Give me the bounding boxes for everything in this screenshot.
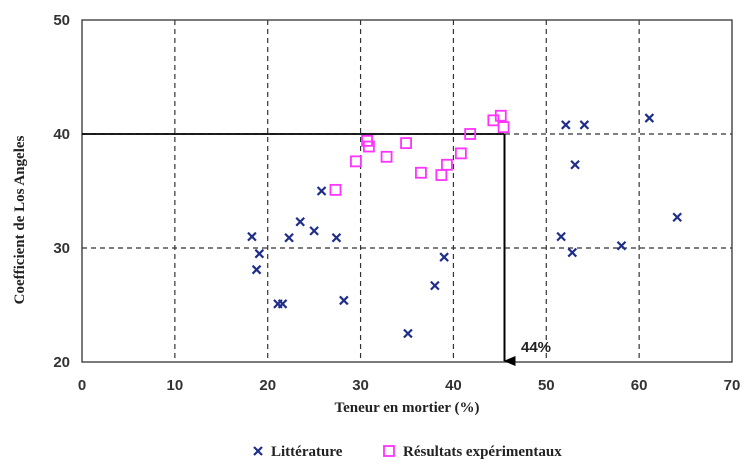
x-axis-label: Teneur en mortier (%) — [334, 400, 479, 416]
point-litterature-2 — [254, 248, 265, 259]
point-litterature-15 — [561, 120, 571, 130]
data-points — [247, 109, 682, 339]
point-experimental-5 — [400, 137, 412, 150]
point-experimental-8 — [441, 158, 453, 171]
point-litterature-21 — [672, 212, 682, 222]
point-litterature-5 — [284, 232, 294, 243]
point-litterature-1 — [251, 264, 262, 275]
x-tick-0: 0 — [78, 377, 86, 394]
x-tick-20: 20 — [259, 377, 276, 394]
point-litterature-9 — [331, 232, 342, 243]
x-tick-40: 40 — [445, 377, 462, 394]
legend-marker-square-icon — [383, 445, 395, 457]
point-litterature-14 — [556, 231, 566, 242]
y-tick-30: 30 — [53, 240, 70, 257]
x-tick-10: 10 — [167, 377, 184, 394]
x-tick-60: 60 — [631, 377, 648, 394]
x-tick-50: 50 — [538, 377, 555, 394]
point-litterature-4 — [277, 299, 288, 309]
point-experimental-13 — [497, 121, 510, 134]
point-experimental-10 — [464, 128, 477, 140]
point-litterature-0 — [247, 231, 257, 242]
x-tick-30: 30 — [352, 377, 369, 394]
y-tick-50: 50 — [53, 12, 70, 29]
point-experimental-12 — [494, 109, 507, 122]
point-experimental-3 — [363, 140, 375, 153]
legend-marker-x-icon — [253, 446, 263, 456]
point-experimental-6 — [415, 166, 427, 179]
y-tick-40: 40 — [53, 126, 70, 143]
point-litterature-17 — [570, 160, 580, 170]
point-litterature-18 — [579, 120, 590, 130]
legend-item-litterature[interactable]: Littérature — [253, 444, 343, 460]
point-experimental-4 — [380, 150, 393, 163]
point-litterature-8 — [316, 186, 327, 196]
point-litterature-16 — [567, 247, 578, 258]
legend[interactable]: Littérature Résultats expérimentaux — [253, 444, 562, 460]
point-litterature-11 — [403, 328, 413, 339]
legend-label-resultats: Résultats expérimentaux — [403, 444, 562, 460]
x-tick-labels: 0 10 20 30 40 50 60 70 — [78, 377, 741, 394]
point-litterature-13 — [439, 252, 449, 262]
point-litterature-10 — [339, 295, 349, 306]
plot-frame — [81, 19, 733, 363]
point-experimental-0 — [329, 183, 342, 196]
x-tick-70: 70 — [724, 377, 741, 394]
y-tick-20: 20 — [53, 354, 70, 371]
point-litterature-6 — [295, 217, 305, 227]
reference-annotation: 44% — [521, 339, 551, 356]
y-tick-labels: 20 30 40 50 — [53, 12, 70, 371]
legend-item-resultats[interactable]: Résultats expérimentaux — [383, 444, 562, 460]
point-litterature-7 — [309, 226, 319, 236]
point-experimental-1 — [350, 155, 362, 168]
y-axis-label: Coefficient de Los Angeles — [12, 135, 28, 304]
reference-lines — [82, 133, 516, 366]
grid-lines — [82, 20, 732, 362]
point-experimental-7 — [435, 169, 448, 181]
point-litterature-12 — [430, 280, 440, 291]
point-litterature-20 — [644, 113, 655, 123]
point-experimental-9 — [454, 147, 467, 160]
legend-label-litterature: Littérature — [271, 444, 343, 460]
point-litterature-19 — [616, 240, 627, 251]
